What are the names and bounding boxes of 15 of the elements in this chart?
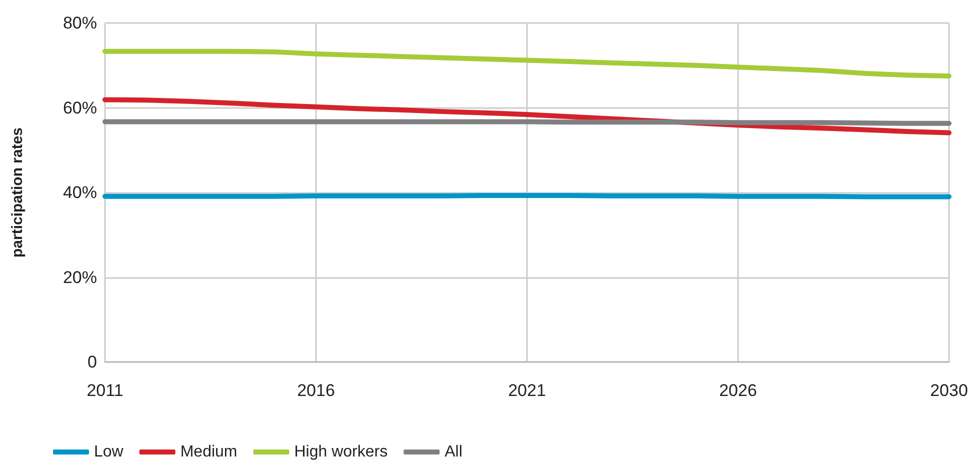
legend-label: Medium [180,444,238,460]
y-tick-label: 60% [62,98,97,118]
legend-label: All [444,444,462,460]
y-tick-label: 40% [62,183,97,202]
y-tick-label: 0 [88,352,97,372]
y-tick-label: 20% [62,268,97,287]
y-tick-label: 80% [62,14,97,32]
y-axis-title: participation rates [9,127,26,258]
x-tick-label: 2016 [297,381,335,400]
x-tick-label: 2026 [719,381,757,400]
legend-label: High workers [294,444,388,460]
legend-label: Low [94,444,124,460]
x-tick-label: 2011 [86,381,124,400]
x-tick-label: 2021 [508,381,546,400]
x-tick-label: 2030 [930,381,968,400]
